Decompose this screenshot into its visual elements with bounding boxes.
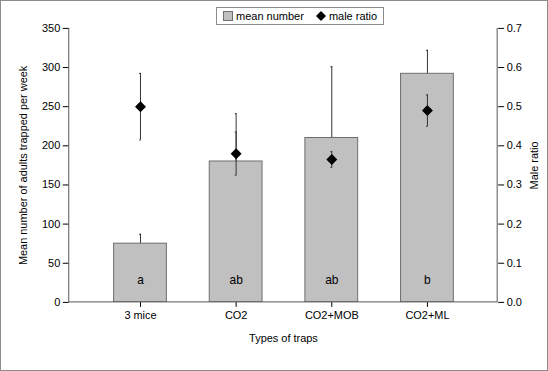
svg-text:100: 100	[42, 218, 60, 230]
svg-text:50: 50	[48, 257, 60, 269]
svg-text:0.0: 0.0	[507, 296, 522, 308]
svg-text:0.7: 0.7	[507, 22, 522, 34]
svg-text:200: 200	[42, 139, 60, 151]
svg-text:Types of traps: Types of traps	[249, 332, 318, 344]
svg-text:CO2+MOB: CO2+MOB	[305, 309, 359, 321]
svg-text:CO2+ML: CO2+ML	[405, 309, 449, 321]
svg-text:0.4: 0.4	[507, 139, 522, 151]
svg-text:Mean number of adults trapped: Mean number of adults trapped per week	[17, 65, 29, 265]
svg-text:300: 300	[42, 61, 60, 73]
svg-text:0.6: 0.6	[507, 61, 522, 73]
svg-text:250: 250	[42, 100, 60, 112]
svg-text:150: 150	[42, 178, 60, 190]
svg-text:0.5: 0.5	[507, 100, 522, 112]
html-text:mean number: mean number	[236, 10, 304, 22]
svg-text:0.3: 0.3	[507, 178, 522, 190]
svg-text:0.2: 0.2	[507, 218, 522, 230]
svg-text:a: a	[137, 273, 144, 287]
svg-text:ab: ab	[229, 273, 243, 287]
svg-text:0: 0	[54, 296, 60, 308]
svg-text:350: 350	[42, 22, 60, 34]
html-text:male ratio: male ratio	[328, 10, 378, 22]
svg-text:b: b	[424, 273, 431, 287]
svg-text:0.1: 0.1	[507, 257, 522, 269]
svg-text:CO2: CO2	[225, 309, 248, 321]
svg-text:3 mice: 3 mice	[124, 309, 156, 321]
svg-text:ab: ab	[325, 273, 339, 287]
svg-text:Male ratio: Male ratio	[528, 141, 540, 189]
